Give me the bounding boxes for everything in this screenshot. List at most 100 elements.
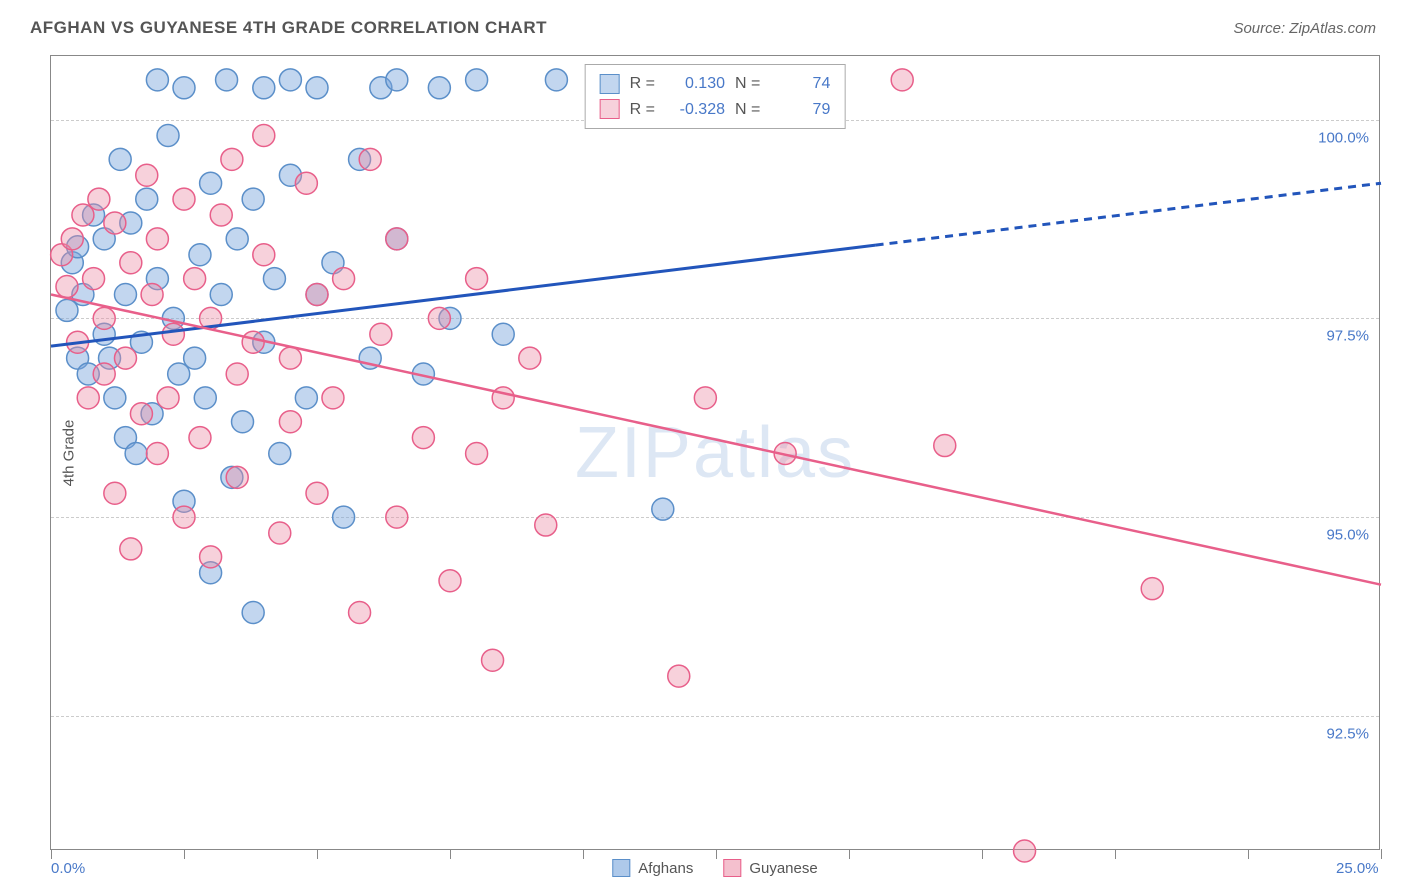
data-point [668,665,690,687]
data-point [306,284,328,306]
data-point [439,570,461,592]
data-point [333,506,355,528]
data-point [114,347,136,369]
x-tick-label: 0.0% [51,860,85,877]
data-point [104,387,126,409]
data-point [492,323,514,345]
x-tick [450,849,451,859]
data-point [934,435,956,457]
x-tick [583,849,584,859]
data-point [279,347,301,369]
data-point [221,148,243,170]
data-point [216,69,238,91]
data-point [210,284,232,306]
data-point [114,284,136,306]
x-tick [716,849,717,859]
data-point [146,69,168,91]
data-point [333,268,355,290]
swatch-afghans-sm [612,859,630,877]
data-point [130,403,152,425]
data-point [157,125,179,147]
data-point [173,506,195,528]
data-point [104,212,126,234]
data-point [104,482,126,504]
data-point [56,276,78,298]
data-point [466,268,488,290]
data-point [359,148,381,170]
data-point [136,164,158,186]
data-point [226,466,248,488]
swatch-guyanese [600,99,620,119]
data-point [242,331,264,353]
data-point [157,387,179,409]
chart-title: AFGHAN VS GUYANESE 4TH GRADE CORRELATION… [30,18,547,38]
trend-line [51,245,876,346]
data-point [891,69,913,91]
data-point [1014,840,1036,862]
data-point [136,188,158,210]
legend-item-guyanese: Guyanese [723,859,817,877]
data-point [242,602,264,624]
data-point [349,602,371,624]
x-tick [982,849,983,859]
data-point [279,411,301,433]
data-point [295,172,317,194]
data-point [226,363,248,385]
data-point [519,347,541,369]
data-point [263,268,285,290]
r-value-afghans: 0.130 [665,71,725,97]
data-point [535,514,557,536]
data-point [279,69,301,91]
data-point [189,427,211,449]
data-point [146,228,168,250]
data-point [306,482,328,504]
x-tick [849,849,850,859]
data-point [466,69,488,91]
x-tick [51,849,52,859]
swatch-afghans [600,74,620,94]
data-point [492,387,514,409]
data-point [386,228,408,250]
data-point [370,323,392,345]
data-point [253,77,275,99]
chart-source: Source: ZipAtlas.com [1233,20,1376,37]
data-point [109,148,131,170]
data-point [306,77,328,99]
data-point [200,172,222,194]
data-point [694,387,716,409]
data-point [120,252,142,274]
data-point [482,649,504,671]
data-point [652,498,674,520]
r-label: R = [630,71,655,97]
legend-item-afghans: Afghans [612,859,693,877]
data-point [83,268,105,290]
data-point [322,387,344,409]
data-point [428,77,450,99]
data-point [253,244,275,266]
data-point [93,307,115,329]
data-point [88,188,110,210]
data-point [412,427,434,449]
data-point [428,307,450,329]
n-value-afghans: 74 [770,71,830,97]
data-point [545,69,567,91]
r-label: R = [630,97,655,123]
data-point [146,443,168,465]
x-tick [1248,849,1249,859]
data-point [269,443,291,465]
data-point [200,546,222,568]
data-point [141,284,163,306]
swatch-guyanese-sm [723,859,741,877]
x-tick-label: 25.0% [1336,860,1379,877]
trend-line-dashed [876,183,1381,245]
x-tick [1381,849,1382,859]
data-point [173,77,195,99]
n-label: N = [735,97,760,123]
data-point [77,387,99,409]
scatter-plot [51,56,1379,849]
series-legend: Afghans Guyanese [612,859,817,877]
data-point [386,506,408,528]
x-tick [317,849,318,859]
data-point [295,387,317,409]
correlation-legend: R = 0.130 N = 74 R = -0.328 N = 79 [585,64,846,129]
